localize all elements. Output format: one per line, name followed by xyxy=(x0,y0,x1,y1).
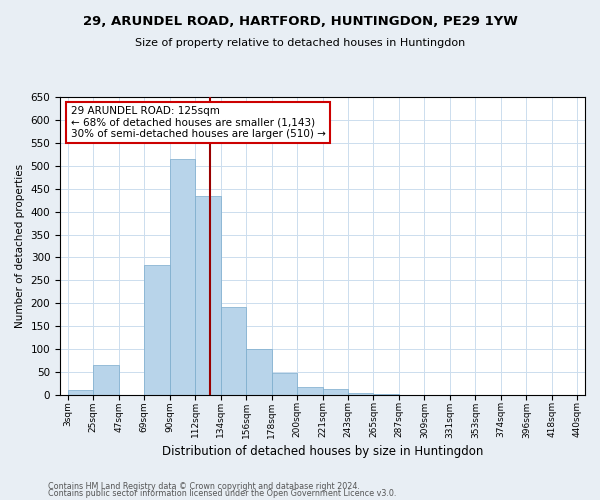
Bar xyxy=(323,390,348,395)
Bar xyxy=(272,374,297,395)
Text: Contains public sector information licensed under the Open Government Licence v3: Contains public sector information licen… xyxy=(48,490,397,498)
X-axis label: Distribution of detached houses by size in Huntingdon: Distribution of detached houses by size … xyxy=(162,444,483,458)
Bar xyxy=(373,394,399,395)
Bar xyxy=(297,386,323,395)
Text: 29, ARUNDEL ROAD, HARTFORD, HUNTINGDON, PE29 1YW: 29, ARUNDEL ROAD, HARTFORD, HUNTINGDON, … xyxy=(83,15,517,28)
Bar xyxy=(93,365,119,395)
Bar xyxy=(195,196,221,395)
Bar xyxy=(144,265,170,395)
Text: Contains HM Land Registry data © Crown copyright and database right 2024.: Contains HM Land Registry data © Crown c… xyxy=(48,482,360,491)
Text: Size of property relative to detached houses in Huntingdon: Size of property relative to detached ho… xyxy=(135,38,465,48)
Y-axis label: Number of detached properties: Number of detached properties xyxy=(15,164,25,328)
Bar xyxy=(68,390,93,395)
Bar xyxy=(170,159,195,395)
Text: 29 ARUNDEL ROAD: 125sqm
← 68% of detached houses are smaller (1,143)
30% of semi: 29 ARUNDEL ROAD: 125sqm ← 68% of detache… xyxy=(71,106,325,139)
Bar xyxy=(246,348,272,395)
Bar xyxy=(221,307,246,395)
Bar xyxy=(348,392,373,395)
